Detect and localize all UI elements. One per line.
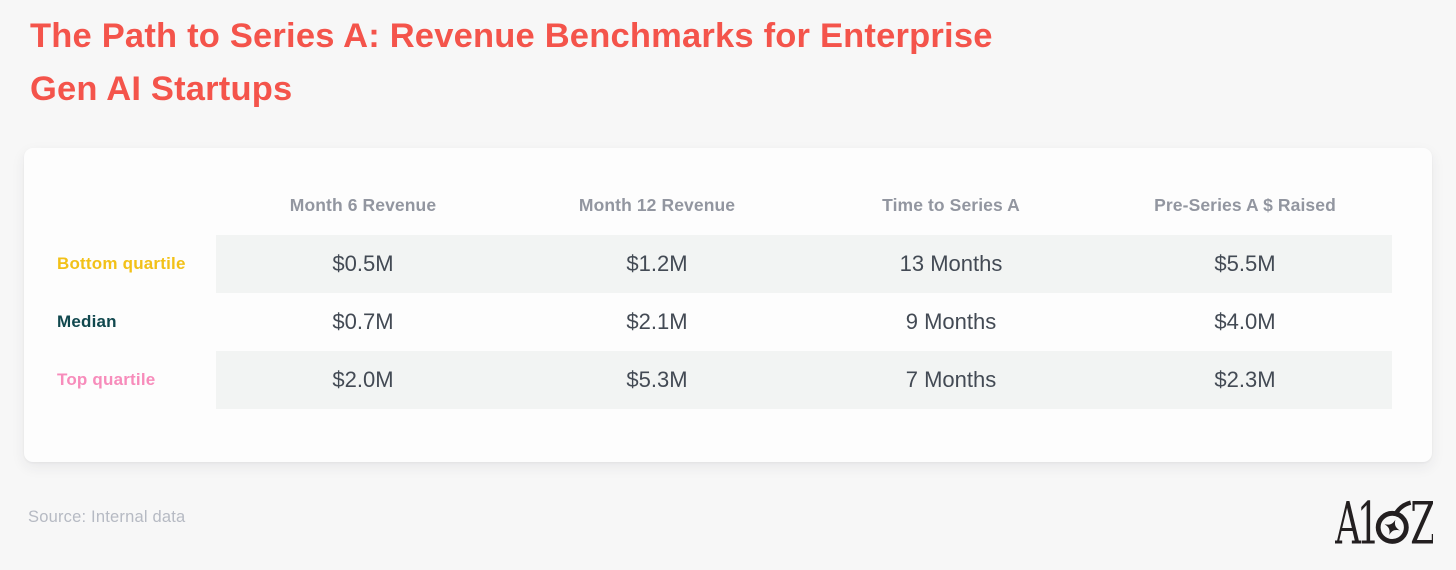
- a16z-logo-icon: A1 Z: [1335, 499, 1433, 546]
- cell-top-quartile-month6-revenue: $2.0M: [216, 351, 510, 409]
- table-row-top-quartile: Top quartile $2.0M $5.3M 7 Months $2.3M: [24, 351, 1392, 409]
- row-label-median: Median: [57, 312, 117, 331]
- table-header-row: Month 6 Revenue Month 12 Revenue Time to…: [24, 148, 1392, 235]
- cell-median-month12-revenue: $2.1M: [626, 309, 688, 334]
- cell-median-month6-revenue: $0.7M: [332, 309, 394, 334]
- benchmark-table-card: Month 6 Revenue Month 12 Revenue Time to…: [24, 148, 1432, 462]
- row-label-bottom-quartile: Bottom quartile: [57, 254, 186, 273]
- a16z-logo-six-ring: [1375, 510, 1409, 544]
- column-header-month6-revenue: Month 6 Revenue: [289, 194, 437, 215]
- column-header-time-to-series-a: Time to Series A: [882, 194, 1020, 215]
- page-title: The Path to Series A: Revenue Benchmarks…: [30, 10, 993, 116]
- a16z-logo-z: Z: [1410, 499, 1433, 546]
- cell-median-pre-series-a-raised: $4.0M: [1214, 309, 1276, 334]
- cell-bottom-quartile-pre-series-a-raised: $5.5M: [1098, 235, 1392, 293]
- column-header-month12-revenue: Month 12 Revenue: [578, 194, 736, 215]
- table-row-bottom-quartile: Bottom quartile $0.5M $1.2M 13 Months $5…: [24, 235, 1392, 293]
- table-row-median: Median $0.7M $2.1M 9 Months $4.0M: [24, 293, 1392, 351]
- cell-top-quartile-month12-revenue: $5.3M: [510, 351, 804, 409]
- source-note: Source: Internal data: [28, 508, 186, 526]
- cell-median-time-to-series-a: 9 Months: [905, 309, 997, 334]
- cell-bottom-quartile-time-to-series-a: 13 Months: [804, 235, 1098, 293]
- cell-bottom-quartile-month12-revenue: $1.2M: [510, 235, 804, 293]
- cell-bottom-quartile-month6-revenue: $0.5M: [216, 235, 510, 293]
- row-label-top-quartile: Top quartile: [57, 370, 156, 389]
- a16z-logo-six-stem: [1393, 500, 1412, 515]
- a16z-logo-a1: A1: [1335, 499, 1376, 546]
- page-title-line-1: The Path to Series A: Revenue Benchmarks…: [30, 17, 993, 55]
- column-header-pre-series-a-raised: Pre-Series A $ Raised: [1154, 194, 1336, 215]
- page-title-line-2: Gen AI Startups: [30, 70, 293, 108]
- cell-top-quartile-time-to-series-a: 7 Months: [804, 351, 1098, 409]
- cell-top-quartile-pre-series-a-raised: $2.3M: [1098, 351, 1392, 409]
- a16z-logo-star-icon: [1384, 519, 1400, 535]
